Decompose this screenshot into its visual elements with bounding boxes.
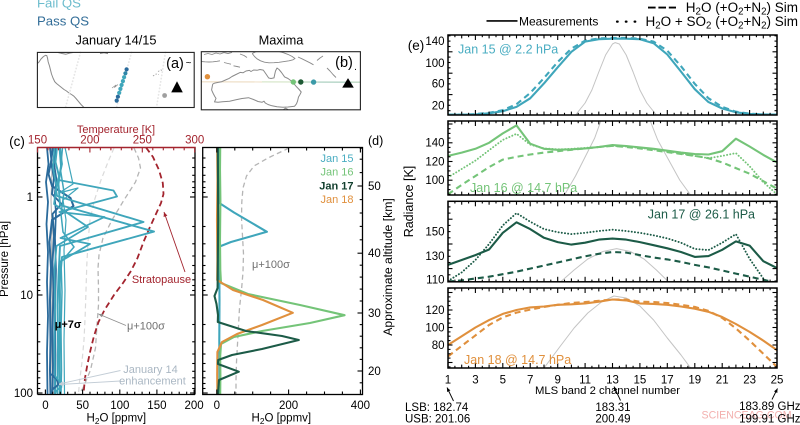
svg-text:Jan 18 @ 14.7 hPa: Jan 18 @ 14.7 hPa xyxy=(464,353,571,367)
svg-text:100: 100 xyxy=(425,323,444,335)
svg-text:μ+100σ: μ+100σ xyxy=(127,321,165,333)
svg-text:250: 250 xyxy=(133,135,152,147)
svg-text:H2​O (+O2​+N2​) Sim: H2​O (+O2​+N2​) Sim xyxy=(686,0,798,17)
svg-text:Pass QS: Pass QS xyxy=(37,14,89,29)
svg-text:enhancement: enhancement xyxy=(119,376,186,388)
svg-text:5: 5 xyxy=(500,375,506,387)
svg-text:21: 21 xyxy=(716,375,729,387)
svg-text:.: . xyxy=(354,62,357,73)
svg-text:SCIENCEAG.COM: SCIENCEAG.COM xyxy=(702,410,792,422)
svg-text:300: 300 xyxy=(185,135,204,147)
svg-text:μ+100σ: μ+100σ xyxy=(252,259,290,271)
svg-text:~: ~ xyxy=(186,58,192,69)
svg-text:January 14/15: January 14/15 xyxy=(75,33,156,48)
svg-text:200: 200 xyxy=(80,135,99,147)
svg-text:7: 7 xyxy=(527,375,533,387)
svg-text:9: 9 xyxy=(554,375,560,387)
svg-text:15: 15 xyxy=(634,375,647,387)
svg-text:150: 150 xyxy=(28,135,47,147)
svg-text:150: 150 xyxy=(425,227,444,239)
svg-text:11: 11 xyxy=(579,375,591,387)
svg-text:H2​O [ppmv]: H2​O [ppmv] xyxy=(87,413,147,425)
svg-text:40: 40 xyxy=(368,248,381,260)
svg-text:400: 400 xyxy=(351,400,370,412)
svg-text:60: 60 xyxy=(432,79,445,91)
svg-text:0: 0 xyxy=(42,400,48,412)
svg-text:Jan 16 @ 14.7 hPa: Jan 16 @ 14.7 hPa xyxy=(470,181,577,195)
svg-text:Stratopause: Stratopause xyxy=(132,274,191,286)
svg-text:50: 50 xyxy=(76,400,89,412)
svg-text:Measurements: Measurements xyxy=(519,14,598,28)
svg-text:LSB: 182.74: LSB: 182.74 xyxy=(405,402,469,414)
svg-text:(b): (b) xyxy=(335,55,353,71)
svg-text:199.91 GHz: 199.91 GHz xyxy=(739,414,800,425)
svg-text:25: 25 xyxy=(771,375,784,387)
svg-text:19: 19 xyxy=(688,375,701,387)
svg-text:MLS band 2 channel number: MLS band 2 channel number xyxy=(535,385,680,397)
svg-text:μ+7σ: μ+7σ xyxy=(55,319,82,331)
svg-text:200.49: 200.49 xyxy=(595,414,630,425)
svg-text:120: 120 xyxy=(425,157,444,169)
svg-text:Jan 17: Jan 17 xyxy=(319,180,353,192)
svg-text:200: 200 xyxy=(279,400,298,412)
svg-text:20: 20 xyxy=(432,100,445,112)
svg-text:130: 130 xyxy=(425,251,444,263)
svg-text:200: 200 xyxy=(185,400,204,412)
svg-text:120: 120 xyxy=(425,305,444,317)
svg-text:110: 110 xyxy=(426,275,444,287)
svg-text:Jan 15: Jan 15 xyxy=(320,153,353,165)
svg-text:(a): (a) xyxy=(166,56,184,72)
svg-text:100: 100 xyxy=(14,388,33,400)
svg-text:Fail QS: Fail QS xyxy=(37,0,81,11)
svg-text:23: 23 xyxy=(743,375,756,387)
svg-text:(c): (c) xyxy=(9,134,25,149)
svg-text:H2​O [ppmv]: H2​O [ppmv] xyxy=(252,413,312,425)
svg-text:20: 20 xyxy=(368,366,381,378)
svg-text:80: 80 xyxy=(432,340,445,352)
svg-text:H2​O + SO2​ (+O2​+N2​) Sim: H2​O + SO2​ (+O2​+N2​) Sim xyxy=(646,14,799,32)
svg-text:3: 3 xyxy=(472,375,478,387)
svg-text:(d): (d) xyxy=(368,134,383,148)
svg-text:10: 10 xyxy=(20,290,33,302)
svg-text:Jan 17 @ 26.1 hPa: Jan 17 @ 26.1 hPa xyxy=(648,208,755,222)
svg-text:150: 150 xyxy=(147,400,166,412)
svg-text:1: 1 xyxy=(27,192,33,204)
svg-text:Jan 18: Jan 18 xyxy=(320,194,353,206)
svg-text:Pressure [hPa]: Pressure [hPa] xyxy=(0,221,11,297)
svg-text:100: 100 xyxy=(425,175,444,187)
svg-text:140: 140 xyxy=(425,138,444,150)
svg-text:Jan 16: Jan 16 xyxy=(320,167,353,179)
svg-text:1: 1 xyxy=(445,375,451,387)
svg-text:Jan 15 @ 2.2 hPa: Jan 15 @ 2.2 hPa xyxy=(458,43,558,57)
svg-text:50: 50 xyxy=(368,181,381,193)
svg-text:30: 30 xyxy=(368,308,381,320)
svg-text:100: 100 xyxy=(425,58,444,70)
svg-text:13: 13 xyxy=(606,375,619,387)
svg-text:140: 140 xyxy=(425,36,444,48)
svg-text:Maxima: Maxima xyxy=(259,33,305,48)
svg-text:January 14: January 14 xyxy=(123,364,177,376)
svg-text:(e): (e) xyxy=(408,38,425,53)
svg-text:183.31: 183.31 xyxy=(595,402,630,414)
svg-text:100: 100 xyxy=(110,400,129,412)
svg-text:0: 0 xyxy=(214,400,220,412)
svg-text:17: 17 xyxy=(661,375,674,387)
svg-text:Temperature [K]: Temperature [K] xyxy=(77,124,155,136)
svg-text:Approximate altitude [km]: Approximate altitude [km] xyxy=(381,198,395,336)
svg-text:USB: 201.06: USB: 201.06 xyxy=(405,414,470,425)
svg-text:183.89 GHz: 183.89 GHz xyxy=(739,401,800,413)
svg-text:Radiance [K]: Radiance [K] xyxy=(402,166,416,238)
